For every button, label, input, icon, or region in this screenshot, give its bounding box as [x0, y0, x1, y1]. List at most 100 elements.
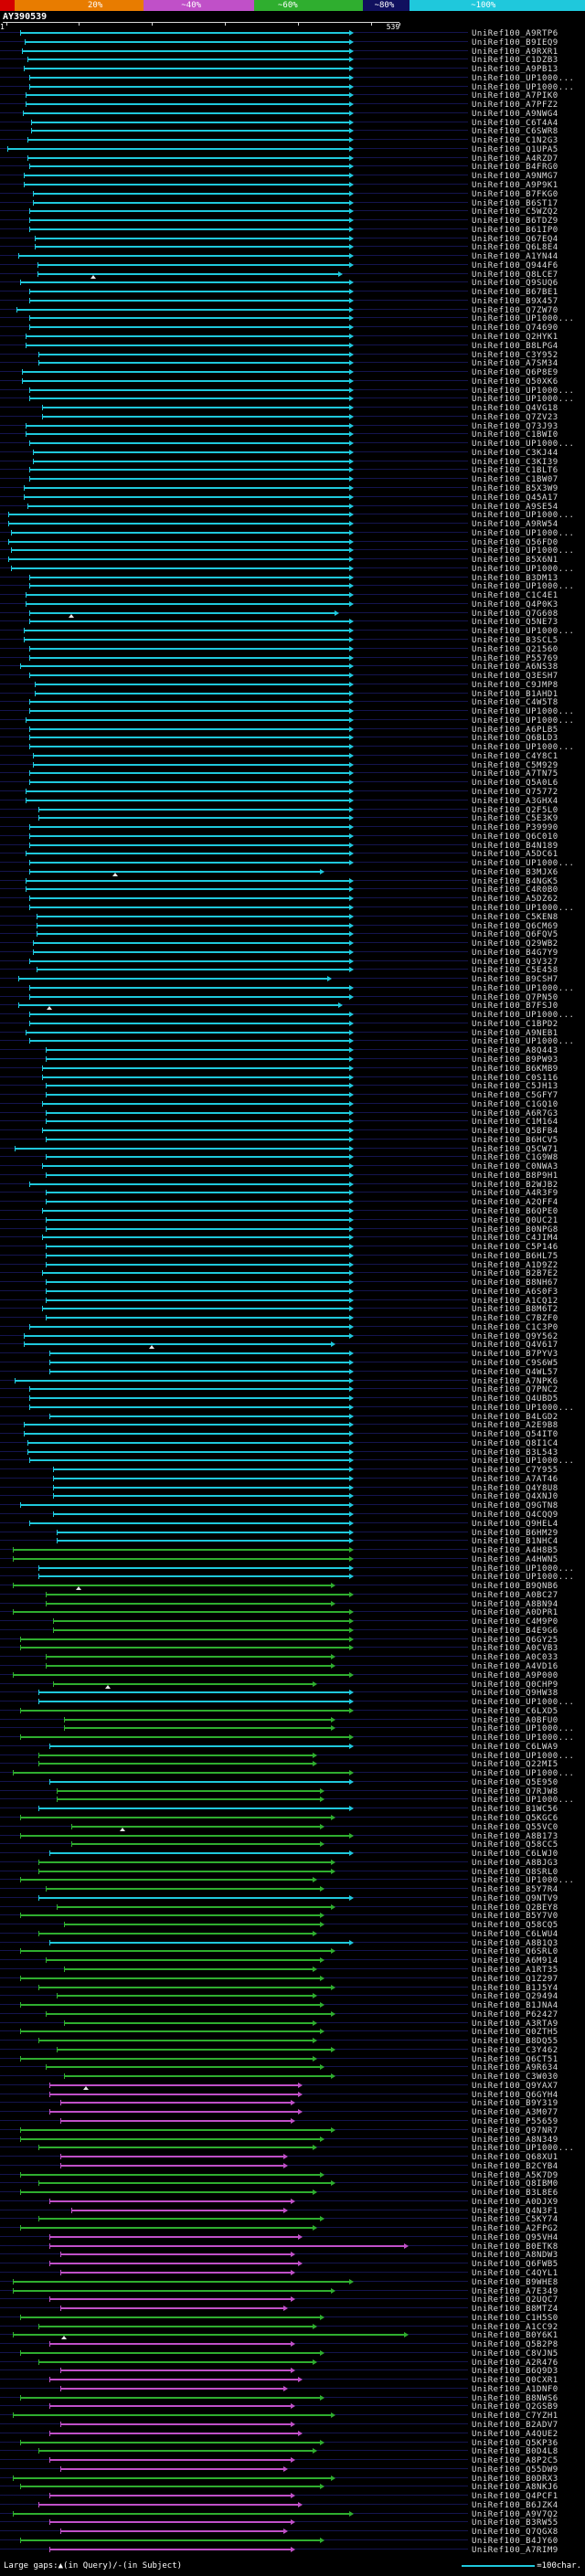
- hit-label[interactable]: UniRef100_A6PLB5: [472, 725, 558, 735]
- hit-label[interactable]: UniRef100_B1J5Y4: [472, 1983, 558, 1993]
- hit-label[interactable]: UniRef100_B9WHE8: [472, 2277, 558, 2287]
- hit-label[interactable]: UniRef100_C1G9W8: [472, 1153, 558, 1163]
- hit-label[interactable]: UniRef100_B9CSH7: [472, 975, 558, 985]
- hit-label[interactable]: UniRef100_Q95VH4: [472, 2232, 558, 2242]
- hit-bar[interactable]: [20, 2137, 320, 2140]
- hit-bar[interactable]: [20, 2396, 320, 2399]
- hit-label[interactable]: UniRef100_B4G7Y9: [472, 948, 558, 958]
- hit-label[interactable]: UniRef100_C5JH13: [472, 1082, 558, 1092]
- hit-label[interactable]: UniRef100_Q1UPA5: [472, 144, 558, 154]
- hit-label[interactable]: UniRef100_A1D9Z2: [472, 1260, 558, 1270]
- hit-label[interactable]: UniRef100_C4Y8C1: [472, 751, 558, 761]
- hit-label[interactable]: UniRef100_C6SWR8: [472, 127, 558, 137]
- hit-label[interactable]: UniRef100_C3Y952: [472, 350, 558, 360]
- hit-label[interactable]: UniRef100_B8MTZ4: [472, 2305, 558, 2315]
- hit-bar[interactable]: [29, 995, 349, 998]
- hit-bar[interactable]: [33, 451, 349, 453]
- hit-bar[interactable]: [20, 665, 349, 668]
- hit-bar[interactable]: [24, 495, 349, 498]
- hit-label[interactable]: UniRef100_Q5B2P8: [472, 2340, 558, 2350]
- hit-label[interactable]: UniRef100_C6LWA9: [472, 1742, 558, 1752]
- hit-label[interactable]: UniRef100_A7SM34: [472, 359, 558, 369]
- hit-label[interactable]: UniRef100_B6ST17: [472, 198, 558, 208]
- hit-bar[interactable]: [46, 1057, 349, 1060]
- hit-label[interactable]: UniRef100_C4W5T8: [472, 698, 558, 708]
- hit-bar[interactable]: [11, 549, 349, 552]
- hit-bar[interactable]: [49, 2521, 291, 2524]
- hit-bar[interactable]: [26, 433, 349, 436]
- hit-bar[interactable]: [42, 1129, 349, 1132]
- hit-label[interactable]: UniRef100_A4R3F9: [472, 1189, 558, 1199]
- hit-label[interactable]: UniRef100_A4HWN5: [472, 1554, 558, 1564]
- hit-bar[interactable]: [29, 959, 349, 962]
- hit-label[interactable]: UniRef100_A6M914: [472, 1956, 558, 1966]
- hit-label[interactable]: UniRef100_A4VD16: [472, 1661, 558, 1671]
- hit-label[interactable]: UniRef100_B1JNA4: [472, 2001, 558, 2011]
- hit-bar[interactable]: [21, 49, 349, 52]
- hit-label[interactable]: UniRef100_C0NWA3: [472, 1162, 558, 1172]
- hit-label[interactable]: UniRef100_C4M9P0: [472, 1617, 558, 1627]
- hit-label[interactable]: UniRef100_UP1000...: [472, 386, 575, 396]
- hit-bar[interactable]: [64, 1968, 313, 1970]
- hit-bar[interactable]: [29, 1388, 349, 1391]
- hit-label[interactable]: UniRef100_Q7QGX8: [472, 2528, 558, 2538]
- hit-bar[interactable]: [24, 1424, 349, 1426]
- hit-bar[interactable]: [57, 2048, 331, 2051]
- hit-bar[interactable]: [46, 1218, 349, 1221]
- hit-bar[interactable]: [29, 1459, 349, 1462]
- hit-label[interactable]: UniRef100_A0DJX9: [472, 2197, 558, 2207]
- hit-bar[interactable]: [13, 2414, 331, 2417]
- hit-label[interactable]: UniRef100_B0NPG8: [472, 1224, 558, 1235]
- hit-label[interactable]: UniRef100_Q5NE73: [472, 618, 558, 628]
- hit-label[interactable]: UniRef100_B1NHC4: [472, 1537, 558, 1547]
- hit-bar[interactable]: [27, 139, 349, 142]
- hit-label[interactable]: UniRef100_C4QYL1: [472, 2269, 558, 2278]
- hit-bar[interactable]: [49, 1780, 349, 1783]
- hit-bar[interactable]: [46, 1664, 331, 1667]
- hit-label[interactable]: UniRef100_B8NWS6: [472, 2393, 558, 2403]
- hit-label[interactable]: UniRef100_Q4CQQ9: [472, 1510, 558, 1520]
- hit-label[interactable]: UniRef100_B5Y7R4: [472, 1885, 558, 1895]
- hit-bar[interactable]: [29, 210, 349, 213]
- hit-bar[interactable]: [38, 817, 349, 820]
- hit-bar[interactable]: [42, 1308, 349, 1310]
- hit-bar[interactable]: [33, 192, 349, 195]
- hit-bar[interactable]: [26, 103, 349, 106]
- hit-bar[interactable]: [13, 2334, 404, 2337]
- hit-label[interactable]: UniRef100_UP1000...: [472, 564, 575, 574]
- hit-bar[interactable]: [36, 933, 349, 936]
- hit-label[interactable]: UniRef100_Q74690: [472, 323, 558, 334]
- hit-bar[interactable]: [36, 969, 349, 971]
- hit-bar[interactable]: [57, 1905, 331, 1908]
- hit-bar[interactable]: [20, 2173, 320, 2176]
- hit-label[interactable]: UniRef100_B3L543: [472, 1447, 558, 1458]
- hit-bar[interactable]: [46, 1111, 349, 1114]
- hit-label[interactable]: UniRef100_C4JIM4: [472, 1234, 558, 1244]
- hit-bar[interactable]: [60, 2307, 283, 2310]
- hit-label[interactable]: UniRef100_Q5KGC6: [472, 1814, 558, 1823]
- hit-label[interactable]: UniRef100_UP1000...: [472, 546, 575, 557]
- hit-label[interactable]: UniRef100_UP1000...: [472, 511, 575, 521]
- hit-label[interactable]: UniRef100_A7TN75: [472, 769, 558, 779]
- hit-bar[interactable]: [29, 897, 349, 900]
- hit-bar[interactable]: [24, 630, 349, 632]
- hit-bar[interactable]: [42, 1066, 349, 1069]
- hit-bar[interactable]: [21, 371, 349, 374]
- hit-bar[interactable]: [26, 335, 349, 337]
- hit-bar[interactable]: [53, 1628, 349, 1631]
- hit-bar[interactable]: [26, 790, 349, 793]
- hit-label[interactable]: UniRef100_A9V7Q2: [472, 2509, 558, 2519]
- hit-label[interactable]: UniRef100_C3Y462: [472, 2045, 558, 2055]
- hit-label[interactable]: UniRef100_C5P146: [472, 1243, 558, 1253]
- hit-label[interactable]: UniRef100_UP1000...: [472, 707, 575, 717]
- hit-label[interactable]: UniRef100_A4H8B5: [472, 1546, 558, 1556]
- hit-bar[interactable]: [49, 2200, 291, 2202]
- hit-label[interactable]: UniRef100_P55659: [472, 2117, 558, 2126]
- hit-bar[interactable]: [46, 1602, 331, 1605]
- hit-bar[interactable]: [60, 2164, 283, 2167]
- hit-bar[interactable]: [27, 58, 349, 61]
- hit-bar[interactable]: [46, 1156, 349, 1159]
- hit-label[interactable]: UniRef100_B6HCV5: [472, 1135, 558, 1145]
- hit-bar[interactable]: [26, 853, 349, 855]
- hit-bar[interactable]: [49, 2405, 291, 2408]
